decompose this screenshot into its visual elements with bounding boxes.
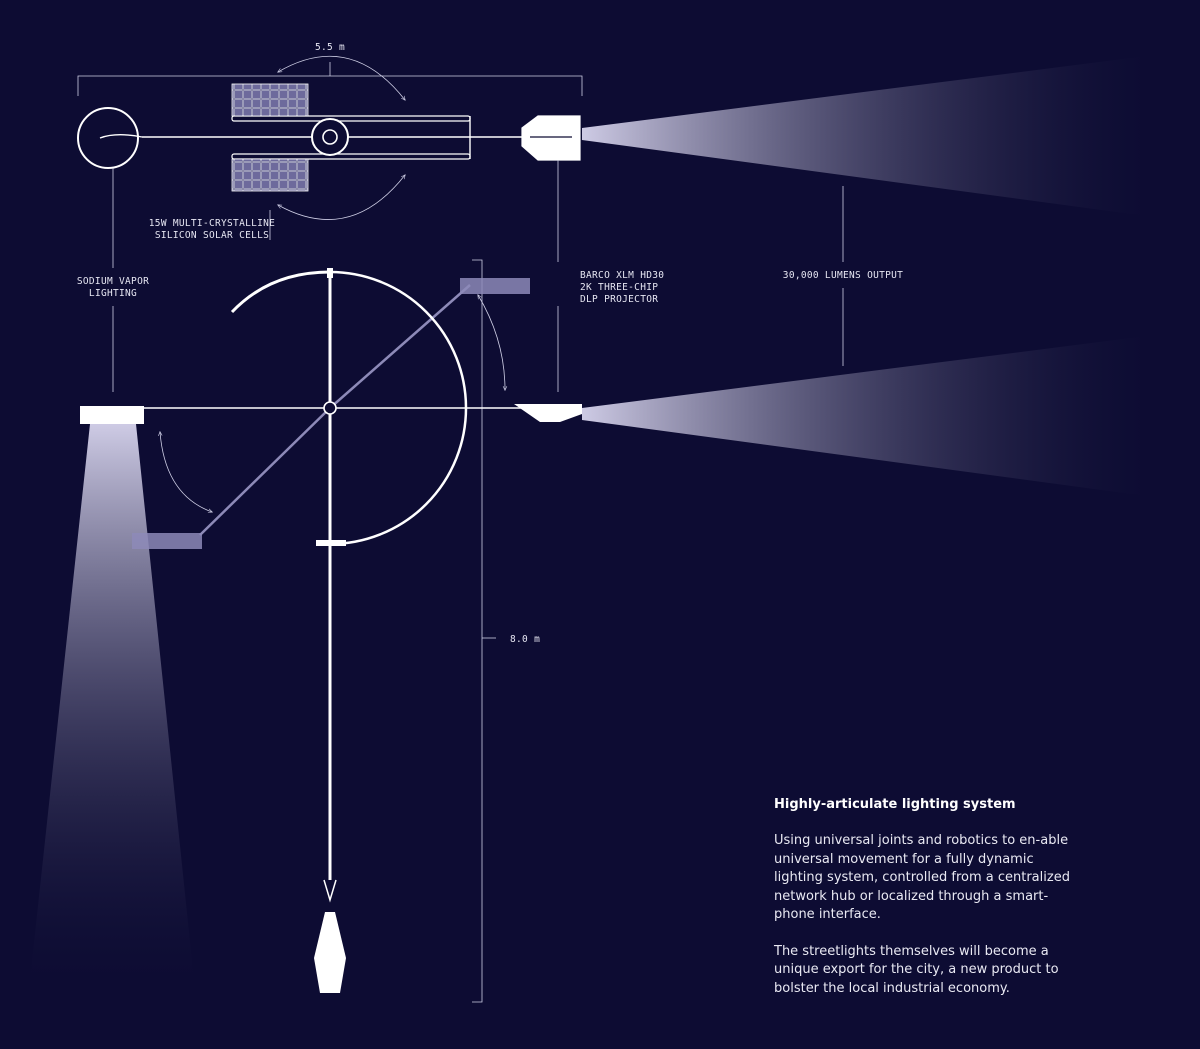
projector-head-side bbox=[514, 404, 582, 422]
central-joint-top bbox=[311, 118, 349, 156]
info-heading: Highly-articulate lighting system bbox=[774, 797, 1016, 812]
solar-panel-top bbox=[231, 83, 309, 117]
rotation-arrow-left bbox=[160, 432, 212, 512]
sodium-lamp-top-circle bbox=[77, 107, 139, 169]
rotation-arrow-bottom bbox=[278, 175, 405, 220]
projector-label-line2: 2K THREE-CHIP bbox=[580, 282, 658, 293]
side-projector-beam bbox=[582, 336, 1146, 496]
sodium-light-beam bbox=[30, 424, 194, 980]
height-dimension-line bbox=[472, 259, 483, 1003]
rotation-arrow-top bbox=[278, 55, 405, 100]
info-paragraph-2: The streetlights themselves will become … bbox=[774, 943, 1059, 996]
solar-cells-label-line2: SILICON SOLAR CELLS bbox=[155, 230, 269, 241]
sodium-label-line2: LIGHTING bbox=[89, 288, 137, 299]
curved-arm-left bbox=[230, 270, 331, 314]
sodium-label-line1: SODIUM VAPOR bbox=[77, 276, 149, 287]
width-dimension-line bbox=[77, 75, 583, 96]
solar-panel-bottom bbox=[231, 158, 309, 192]
width-dimension-label: 5.5 m bbox=[315, 42, 345, 53]
projector-label-line3: DLP PROJECTOR bbox=[580, 294, 658, 305]
projector-head-top bbox=[521, 115, 581, 161]
central-joint-side bbox=[323, 401, 337, 415]
top-view bbox=[77, 55, 583, 220]
base-lamp bbox=[314, 912, 346, 993]
solar-cells-label-line1: 15W MULTI-CRYSTALLINE bbox=[149, 218, 275, 229]
lumens-label: 30,000 LUMENS OUTPUT bbox=[783, 270, 903, 281]
projector-label-line1: BARCO XLM HD30 bbox=[580, 270, 664, 281]
side-view bbox=[80, 259, 582, 1003]
height-dimension-label: 8.0 m bbox=[510, 634, 540, 645]
info-paragraph-1: Using universal joints and robotics to e… bbox=[774, 833, 1070, 922]
rotation-arrow-right bbox=[478, 295, 505, 390]
leader-lines bbox=[112, 160, 844, 392]
top-projector-beam bbox=[582, 56, 1146, 216]
info-block: Highly-articulate lighting system Using … bbox=[774, 796, 1074, 1016]
sodium-lamp-housing bbox=[80, 406, 144, 424]
